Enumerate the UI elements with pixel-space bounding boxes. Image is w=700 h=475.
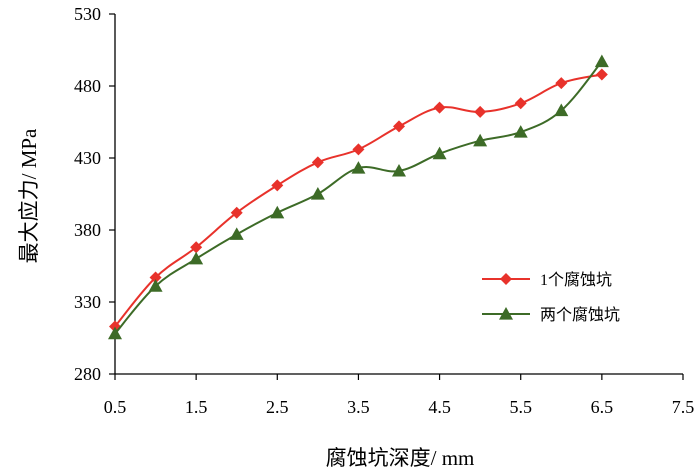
series-layer xyxy=(108,54,609,340)
data-point-series-1 xyxy=(230,206,243,219)
series-line-1 xyxy=(114,73,603,328)
data-point-series-1 xyxy=(271,179,284,192)
data-point-series-1 xyxy=(393,120,405,133)
data-point-series-2 xyxy=(351,161,366,174)
data-point-series-2 xyxy=(310,187,325,200)
data-point-series-1 xyxy=(555,77,568,90)
y-tick-label: 280 xyxy=(74,364,101,384)
data-point-series-1 xyxy=(149,271,162,284)
data-point-series-1 xyxy=(474,105,487,118)
x-tick-label: 7.5 xyxy=(672,397,695,417)
legend-marker-series-1 xyxy=(500,273,512,285)
x-ticks: 0.5 1.5 2.5 3.5 4.5 5.5 6.5 7.5 xyxy=(104,374,695,417)
data-point-series-2 xyxy=(108,326,122,340)
axes xyxy=(114,14,683,375)
legend-label-series-1: 1个腐蚀坑 xyxy=(540,271,612,289)
series-line-2 xyxy=(114,60,603,335)
data-point-series-2 xyxy=(229,227,244,240)
y-tick-label: 530 xyxy=(74,4,101,24)
legend-marker-series-2 xyxy=(499,307,513,320)
data-point-series-2 xyxy=(270,205,285,219)
legend: 1个腐蚀坑 两个腐蚀坑 xyxy=(482,271,620,324)
data-point-series-1 xyxy=(311,156,324,169)
y-tick-label: 430 xyxy=(74,148,101,168)
y-axis-title: 最大应力/ MPa xyxy=(17,128,41,263)
data-point-series-1 xyxy=(514,97,527,110)
data-point-series-1 xyxy=(433,101,446,114)
data-point-series-1 xyxy=(190,241,203,254)
data-point-series-2 xyxy=(473,133,488,147)
x-tick-label: 2.5 xyxy=(266,397,289,417)
x-tick-label: 1.5 xyxy=(185,397,208,417)
data-point-series-2 xyxy=(432,146,447,160)
x-tick-label: 0.5 xyxy=(104,397,127,417)
x-axis-title: 腐蚀坑深度/ mm xyxy=(326,446,475,470)
data-point-series-2 xyxy=(392,163,406,177)
legend-label-series-2: 两个腐蚀坑 xyxy=(540,306,620,324)
y-tick-label: 380 xyxy=(74,220,101,240)
x-tick-label: 4.5 xyxy=(428,397,451,417)
data-point-series-2 xyxy=(554,103,569,117)
data-point-series-2 xyxy=(148,279,163,292)
x-tick-label: 3.5 xyxy=(347,397,370,417)
x-tick-label: 5.5 xyxy=(509,397,532,417)
data-point-series-2 xyxy=(189,251,204,265)
y-ticks: 280 330 380 430 480 530 xyxy=(74,4,115,384)
data-point-series-1 xyxy=(595,68,608,81)
data-point-series-1 xyxy=(352,143,365,156)
y-tick-label: 480 xyxy=(74,76,101,96)
y-tick-label: 330 xyxy=(74,292,101,312)
data-point-series-2 xyxy=(594,54,609,68)
data-point-series-2 xyxy=(513,125,528,138)
x-tick-label: 6.5 xyxy=(591,397,614,417)
